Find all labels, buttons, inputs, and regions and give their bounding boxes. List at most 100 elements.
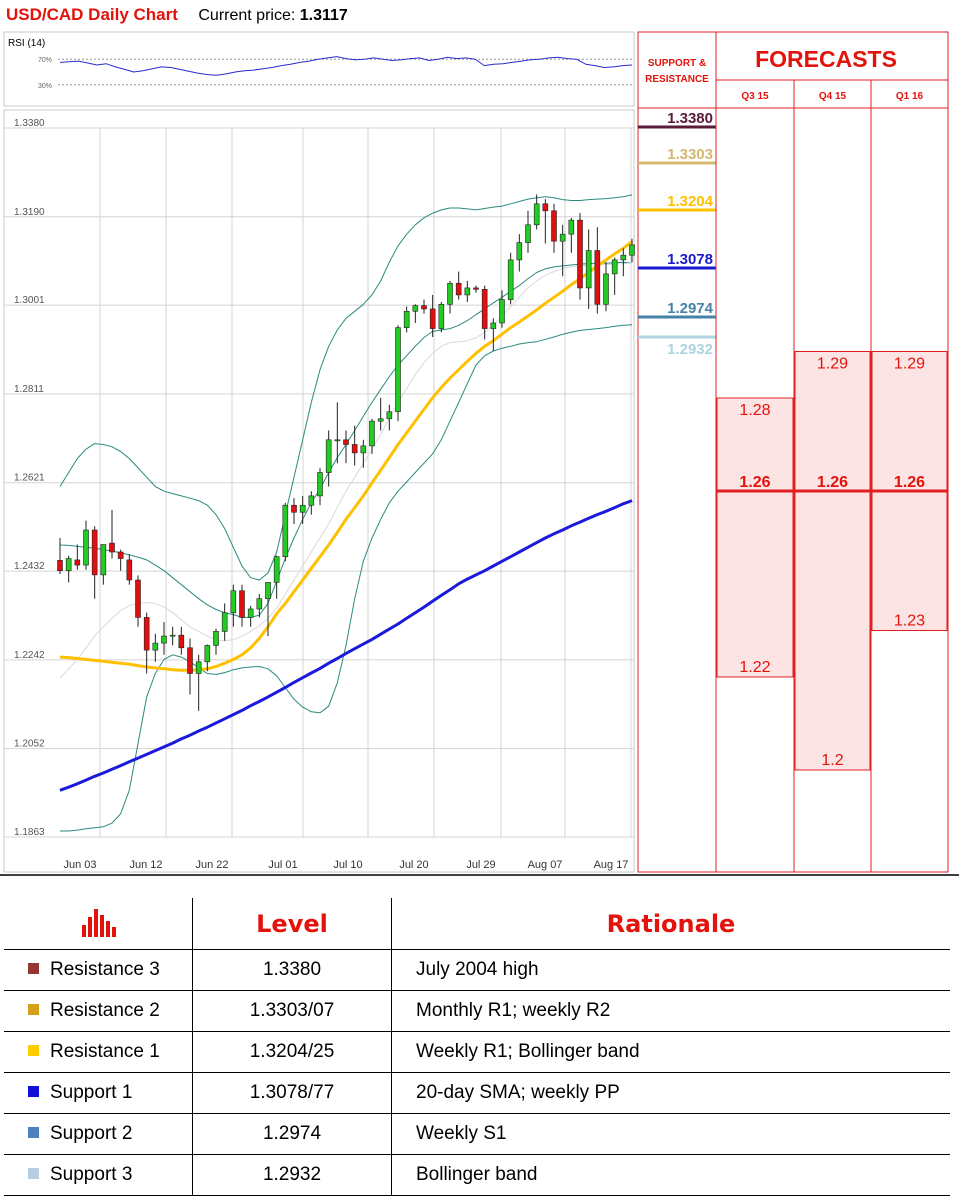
- row-level: 1.3078/77: [192, 1072, 392, 1114]
- candle-bullish: [334, 439, 341, 442]
- candle-bullish: [412, 305, 419, 312]
- sr-level-label: 1.2932: [667, 341, 713, 358]
- candle-bearish: [117, 551, 124, 559]
- y-tick-label: 1.2811: [14, 384, 44, 395]
- candle-bearish: [109, 542, 115, 553]
- candle-bearish: [126, 559, 133, 581]
- table-header-row: Level Rationale: [4, 898, 950, 950]
- forecast-mid-label: 1.26: [739, 474, 770, 491]
- candle-bullish: [525, 224, 531, 243]
- forecast-low-label: 1.2: [821, 752, 843, 769]
- row-name: Resistance 1: [50, 1041, 160, 1062]
- table-row-support-2: Support 2 1.2974 Weekly S1: [4, 1113, 950, 1155]
- row-name: Support 3: [50, 1164, 133, 1185]
- forecast-quarter-label: Q1 16: [896, 91, 924, 102]
- candle-bearish: [291, 504, 297, 513]
- rsi-line: [59, 56, 633, 76]
- candle-bullish: [161, 635, 167, 644]
- row-rationale: Bollinger band: [391, 1154, 950, 1196]
- candle-bullish: [152, 642, 159, 651]
- sma-200-line: [59, 499, 633, 792]
- x-tick-label: Aug 07: [528, 859, 563, 871]
- candle-bullish: [403, 310, 410, 328]
- x-tick-label: Aug 17: [594, 859, 629, 871]
- candle-bullish: [499, 299, 505, 324]
- sr-level-label: 1.2974: [667, 300, 714, 317]
- row-rationale: Weekly R1; Bollinger band: [391, 1031, 950, 1073]
- sr-level-label: 1.3303: [667, 146, 713, 163]
- x-tick-label: Jul 20: [399, 859, 428, 871]
- rsi-panel: [3, 31, 635, 107]
- candle-bullish: [221, 612, 228, 632]
- sr-level-label: 1.3204: [667, 193, 714, 210]
- candle-bearish: [551, 210, 557, 242]
- chart-header: USD/CAD Daily Chart Current price: 1.311…: [6, 5, 348, 29]
- candle-bullish: [447, 282, 453, 305]
- table-row-resistance-2: Resistance 2 1.3303/07 Monthly R1; weekl…: [4, 990, 950, 1032]
- candle-bullish: [490, 322, 497, 329]
- candle-bullish: [386, 411, 393, 420]
- y-tick-label: 1.2621: [14, 473, 45, 484]
- candle-bearish: [135, 579, 141, 618]
- row-name-cell: Resistance 1: [4, 1031, 193, 1073]
- level-column-header: Level: [192, 898, 392, 950]
- candle-bullish: [464, 287, 471, 296]
- candle-bearish: [74, 559, 81, 566]
- candle-bullish: [360, 445, 367, 454]
- candle-bullish: [195, 661, 202, 674]
- candle-bearish: [343, 439, 349, 445]
- row-name-cell: Resistance 3: [4, 949, 193, 991]
- table-row-resistance-3: Resistance 3 1.3380 July 2004 high: [4, 949, 950, 991]
- table-row-resistance-1: Resistance 1 1.3204/25 Weekly R1; Bollin…: [4, 1031, 950, 1073]
- candle-bullish: [611, 259, 618, 275]
- row-level: 1.2974: [192, 1113, 392, 1155]
- row-name-cell: Support 2: [4, 1113, 193, 1155]
- candle-bearish: [577, 219, 583, 289]
- candle-bearish: [421, 305, 427, 310]
- forecast-high-label: 1.29: [894, 356, 925, 373]
- candle-bullish: [377, 418, 384, 422]
- candle-bullish: [369, 420, 375, 447]
- x-tick-label: Jul 29: [466, 859, 495, 871]
- y-tick-label: 1.1863: [14, 827, 45, 838]
- x-tick-label: Jun 22: [195, 859, 228, 871]
- candle-bullish: [256, 598, 263, 610]
- row-name: Resistance 3: [50, 959, 160, 980]
- x-tick-label: Jun 12: [129, 859, 162, 871]
- y-tick-label: 1.3190: [14, 207, 45, 218]
- row-rationale: Monthly R1; weekly R2: [391, 990, 950, 1032]
- candle-bullish: [299, 504, 306, 513]
- resistance-1-swatch: [28, 1045, 39, 1056]
- forecast-quarter-label: Q4 15: [819, 91, 847, 102]
- candle-bullish: [533, 203, 540, 226]
- support-3-swatch: [28, 1168, 39, 1179]
- candle-bullish: [204, 645, 211, 663]
- row-level: 1.2932: [192, 1154, 392, 1196]
- candle-bearish: [57, 560, 63, 571]
- candle-bearish: [351, 444, 358, 454]
- row-name-cell: Support 3: [4, 1154, 193, 1196]
- x-tick-label: Jul 10: [333, 859, 362, 871]
- row-name: Support 1: [50, 1082, 133, 1103]
- sr-level-label: 1.3380: [667, 110, 713, 127]
- sr-title-line2: RESISTANCE: [645, 74, 709, 85]
- candle-bullish: [265, 582, 271, 600]
- forecast-high-label: 1.28: [739, 402, 770, 419]
- candle-bullish: [282, 504, 289, 557]
- sma-50-line: [59, 240, 633, 672]
- forecast-low-label: 1.22: [739, 659, 770, 676]
- forecast-high-label: 1.29: [817, 356, 848, 373]
- y-tick-label: 1.2432: [14, 561, 45, 572]
- candle-bullish: [317, 472, 323, 497]
- candle-bullish: [273, 556, 280, 583]
- candle-bullish: [507, 259, 514, 300]
- candle-bullish: [213, 631, 219, 646]
- row-rationale: July 2004 high: [391, 949, 950, 991]
- forecast-title: FORECASTS: [755, 46, 897, 72]
- resistance-3-swatch: [28, 963, 39, 974]
- candle-bearish: [239, 590, 245, 618]
- candle-bearish: [91, 529, 98, 576]
- candle-bearish: [455, 282, 462, 296]
- chart-area: RSI (14) 70% 30% 1.3380 1.3190 1.3001 1.2811…: [0, 31, 959, 876]
- y-tick-label: 1.2052: [14, 739, 45, 750]
